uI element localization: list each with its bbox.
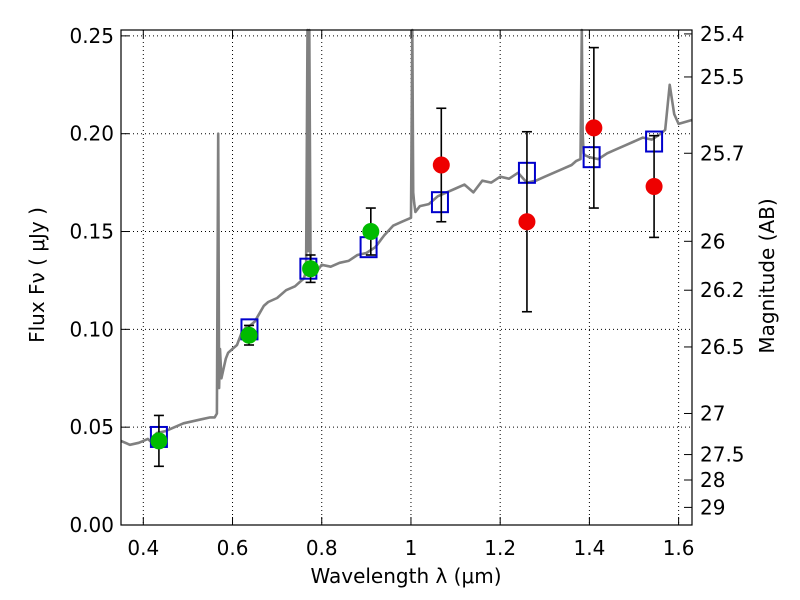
magnitude-tick-label: 25.5 <box>700 65 745 89</box>
magnitude-tick-label: 28 <box>700 468 725 492</box>
plot-frame <box>120 29 693 526</box>
observed-flux-point <box>302 260 320 278</box>
x-tick-label: 0.6 <box>217 536 249 560</box>
y-tick-label: 0.10 <box>69 317 114 341</box>
magnitude-axis-title: Magnitude (AB) <box>755 198 779 353</box>
magnitude-tick-label: 29 <box>700 495 725 519</box>
magnitude-tick-label: 27 <box>700 401 725 425</box>
axis-ticks: 0.4 0.6 0.8 1 1.2 1.4 1.6 0.00 0.05 0.10 0.15 0.20 0… <box>69 22 744 560</box>
y-tick-label: 0.15 <box>69 220 114 244</box>
magnitude-tick-label: 26.5 <box>700 335 745 359</box>
y-tick-label: 0.05 <box>69 415 114 439</box>
model-spectrum <box>120 28 693 447</box>
observed-flux-point <box>240 326 258 344</box>
magnitude-tick-label: 25.4 <box>700 22 745 46</box>
observed-flux-point <box>362 223 380 241</box>
magnitude-tick-label: 26.2 <box>700 278 745 302</box>
grid-lines <box>121 30 692 525</box>
spectrum-line <box>120 28 693 447</box>
y-tick-label: 0.25 <box>69 24 114 48</box>
observed-flux-point <box>150 432 168 450</box>
photometry-points <box>149 46 664 468</box>
x-tick-label: 1.2 <box>484 536 516 560</box>
observed-flux-point <box>432 156 450 174</box>
observed-flux-point <box>585 119 603 137</box>
y-tick-label: 0.00 <box>69 513 114 537</box>
magnitude-tick-label: 25.7 <box>700 141 745 165</box>
y-axis-title: Flux Fν ( μJy ) <box>25 207 49 343</box>
x-tick-label: 1 <box>405 536 418 560</box>
magnitude-tick-label: 26 <box>700 229 725 253</box>
observed-flux-point <box>645 178 663 196</box>
observed-flux-point <box>518 213 536 231</box>
magnitude-tick-label: 27.5 <box>700 443 745 467</box>
model-flux-marker <box>430 191 449 214</box>
x-tick-label: 1.4 <box>573 536 605 560</box>
model-flux-marker <box>582 146 601 169</box>
y-tick-label: 0.20 <box>69 122 114 146</box>
x-tick-label: 0.8 <box>306 536 338 560</box>
x-tick-label: 1.6 <box>663 536 695 560</box>
x-axis-title: Wavelength λ (μm) <box>310 564 501 588</box>
x-tick-label: 0.4 <box>127 536 159 560</box>
